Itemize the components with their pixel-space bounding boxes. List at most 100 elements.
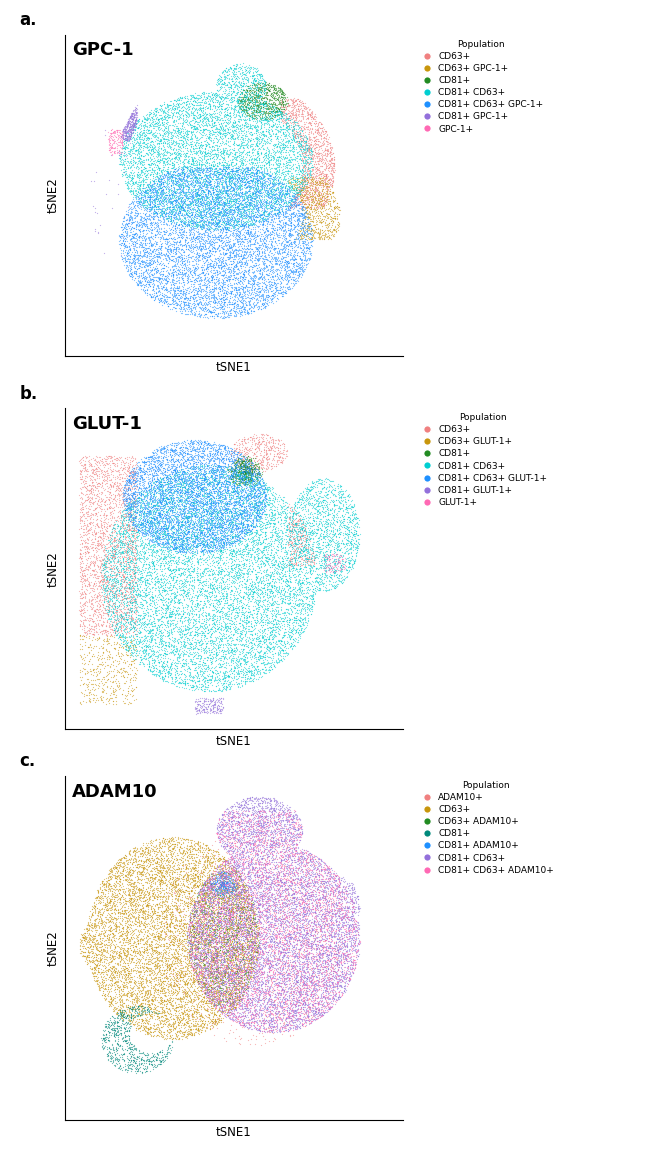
Point (149, 965, 159, 984)
Point (258, 994, 268, 1013)
Point (225, 904, 235, 923)
Point (258, 991, 268, 1009)
Point (239, 501, 250, 519)
Point (240, 467, 251, 485)
Point (328, 946, 338, 965)
Point (266, 1005, 277, 1023)
Point (221, 860, 231, 879)
Point (125, 208, 135, 226)
Point (80, 456, 90, 475)
Point (129, 640, 139, 658)
Point (224, 158, 234, 176)
Point (252, 208, 262, 226)
Point (244, 810, 254, 829)
Point (243, 906, 254, 924)
Point (148, 518, 158, 537)
Point (276, 822, 286, 840)
Point (148, 511, 159, 530)
Point (339, 950, 350, 969)
Point (236, 513, 246, 532)
Point (209, 123, 220, 141)
Point (205, 948, 216, 966)
Point (297, 883, 307, 902)
Point (153, 899, 163, 917)
Point (111, 872, 121, 890)
Point (284, 903, 294, 922)
Point (303, 914, 313, 932)
Point (210, 895, 220, 914)
Point (285, 552, 295, 571)
Point (322, 548, 333, 567)
Point (131, 984, 142, 1002)
Point (335, 568, 346, 587)
Point (262, 965, 272, 984)
Point (184, 179, 194, 197)
Point (177, 504, 188, 523)
Point (239, 657, 249, 676)
Point (133, 191, 144, 210)
Point (277, 89, 287, 107)
Point (281, 866, 292, 885)
Point (225, 864, 235, 882)
Point (170, 148, 180, 167)
Point (94, 901, 105, 920)
Point (180, 478, 190, 497)
Point (219, 497, 229, 516)
Point (224, 948, 234, 966)
Point (309, 873, 319, 892)
Point (229, 476, 239, 495)
Point (267, 215, 278, 233)
Point (231, 979, 241, 998)
Point (154, 203, 164, 222)
Point (210, 478, 220, 497)
Point (243, 949, 254, 967)
Point (157, 999, 167, 1018)
Point (182, 533, 192, 552)
Point (200, 899, 210, 917)
Point (107, 509, 117, 527)
Point (203, 168, 213, 187)
Point (109, 124, 119, 142)
Point (209, 923, 219, 942)
Point (157, 116, 168, 134)
Point (228, 184, 239, 203)
Point (142, 868, 153, 887)
Point (111, 972, 122, 991)
Point (82, 569, 92, 588)
Point (308, 851, 318, 869)
Point (198, 944, 209, 963)
Point (245, 812, 255, 831)
Point (121, 569, 131, 588)
Point (298, 1004, 308, 1022)
Point (103, 172, 114, 190)
Point (206, 946, 216, 965)
Point (228, 902, 239, 921)
Point (120, 869, 131, 888)
Point (176, 578, 187, 596)
Point (212, 924, 222, 943)
Point (83, 455, 94, 474)
Point (90, 505, 101, 524)
Point (304, 587, 314, 606)
Point (140, 183, 151, 202)
Point (246, 957, 257, 976)
Point (227, 482, 238, 501)
Point (192, 656, 203, 675)
Point (350, 522, 361, 540)
Point (278, 560, 289, 579)
Point (142, 195, 153, 214)
Point (218, 251, 229, 270)
Point (170, 949, 180, 967)
Point (234, 471, 244, 490)
Point (291, 1004, 301, 1022)
Point (240, 827, 251, 846)
Point (140, 207, 151, 225)
Point (192, 872, 202, 890)
Point (162, 126, 173, 145)
Point (272, 844, 283, 862)
Point (116, 145, 127, 163)
Point (167, 999, 177, 1018)
Point (205, 844, 216, 862)
Point (187, 908, 197, 927)
Point (197, 839, 207, 858)
